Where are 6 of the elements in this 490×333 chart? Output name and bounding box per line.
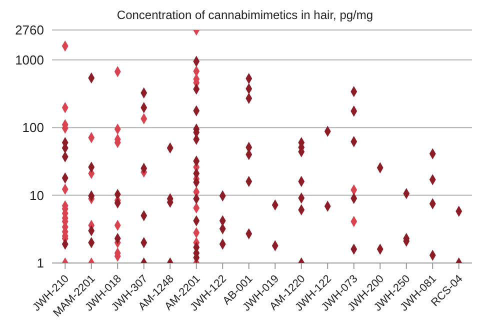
y-tick-label: 100 (22, 120, 44, 136)
y-tick-label: 2760 (15, 22, 44, 38)
y-tick-label: 1 (36, 256, 44, 271)
y-tick-label: 1000 (15, 52, 44, 68)
chart-title: Concentration of cannabimimetics in hair, pg/mg (116, 8, 374, 22)
y-tick-label: 10 (30, 188, 44, 203)
